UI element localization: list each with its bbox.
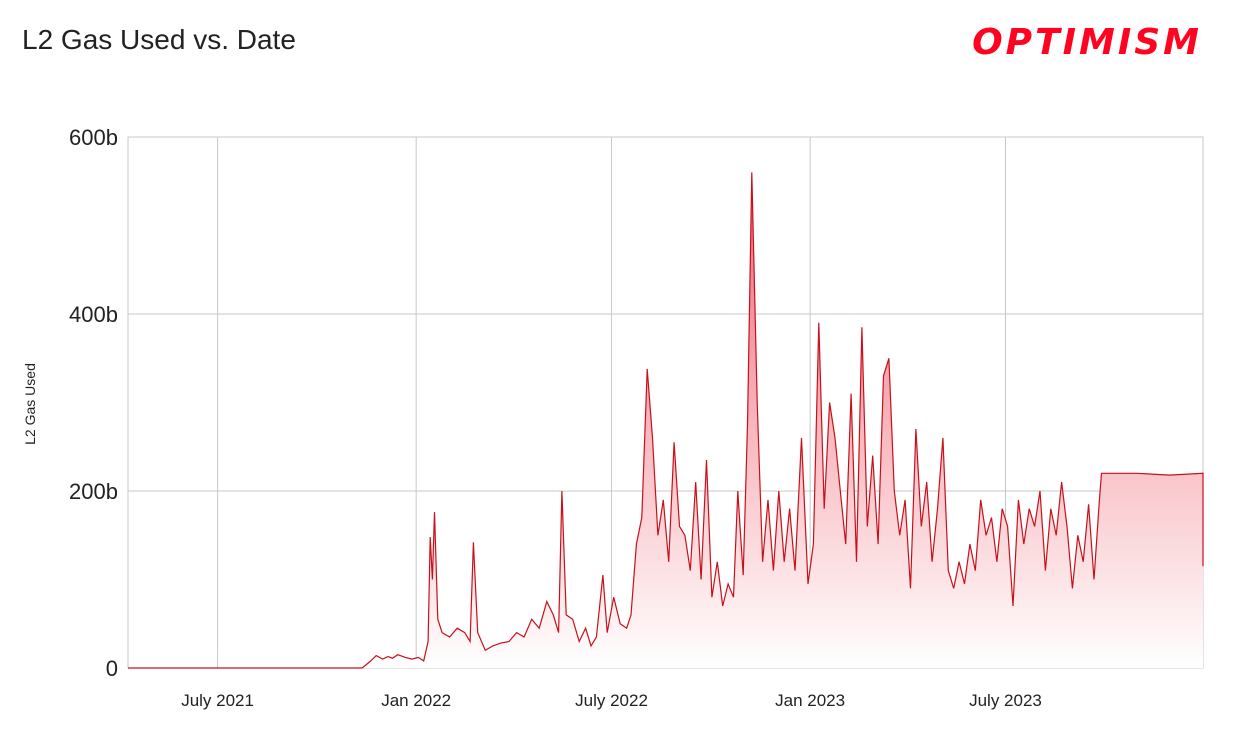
area-fill [128,172,1203,668]
y-tick-label: 400b [69,302,118,327]
y-tick-label: 0 [106,656,118,681]
y-axis: 0 200b 400b 600b [69,125,118,681]
x-tick-label: July 2022 [575,691,648,710]
y-axis-label: L2 Gas Used [22,363,38,445]
x-axis: July 2021 Jan 2022 July 2022 Jan 2023 July 2… [181,691,1042,710]
x-tick-label: Jan 2023 [775,691,845,710]
series-line [128,172,1204,669]
grid-lines [127,136,1204,669]
optimism-logo: OPTIMISM [972,22,1202,63]
chart-title: L2 Gas Used vs. Date [22,24,296,55]
x-tick-label: Jan 2022 [381,691,451,710]
y-tick-label: 600b [69,125,118,150]
x-tick-label: July 2021 [181,691,254,710]
y-tick-label: 200b [69,479,118,504]
x-tick-label: July 2023 [969,691,1042,710]
